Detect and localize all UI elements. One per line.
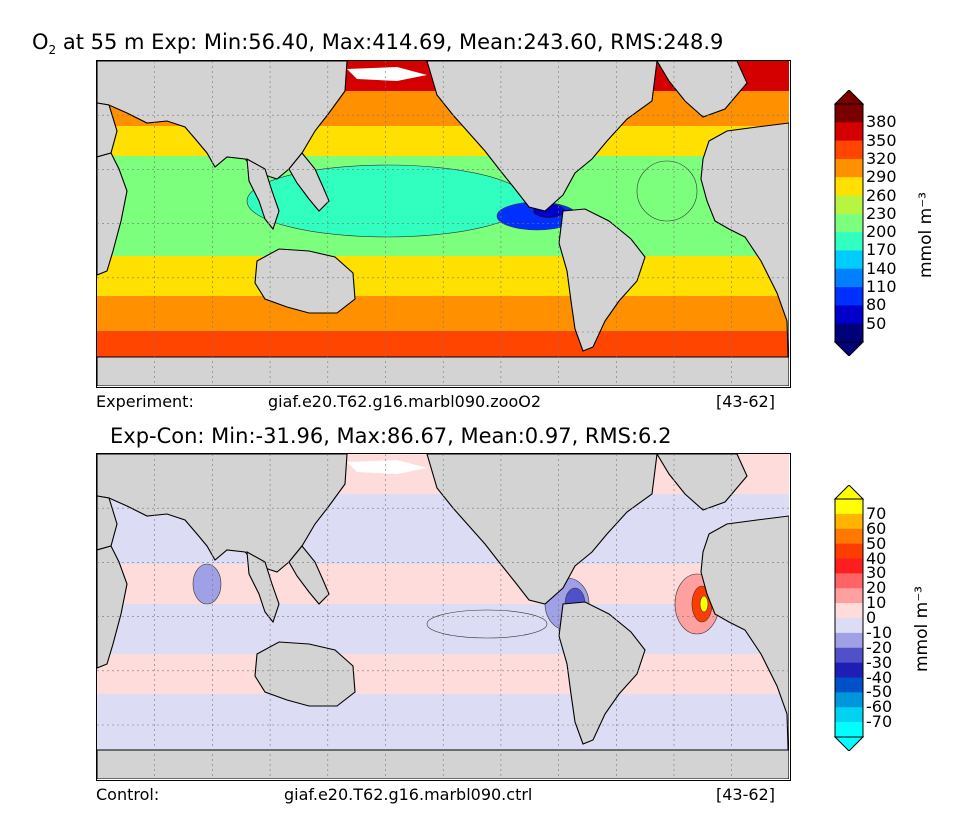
top-colorbar-units: mmol m⁻³	[916, 192, 936, 278]
land-eurasia-west	[97, 61, 348, 180]
colorbar-segment	[835, 250, 863, 270]
colorbar-segment	[835, 632, 863, 649]
bottom-colorbar	[834, 485, 864, 751]
colorbar-bottom-arrow	[834, 736, 864, 751]
colorbar-segment	[835, 305, 863, 324]
colorbar-tick-label: 20	[866, 578, 887, 598]
top-title-var: O	[32, 30, 49, 54]
top-colorbar	[834, 90, 864, 356]
colorbar-tick-label: -50	[866, 682, 893, 702]
colorbar-segment	[835, 177, 863, 196]
colorbar-tick-label: 140	[866, 258, 897, 278]
land-north-america	[426, 454, 658, 605]
colorbar-segment	[835, 707, 863, 723]
land-europe-africa-west	[700, 122, 789, 386]
land-australia	[254, 641, 356, 707]
top-panel-title: O2 at 55 m Exp: Min:56.40, Max:414.69, M…	[32, 30, 723, 57]
colorbar-tick-label: 230	[866, 203, 897, 223]
land-australia	[254, 248, 356, 314]
colorbar-segment	[835, 122, 863, 141]
colorbar-tick-label: -70	[866, 712, 893, 732]
colorbar-segment	[835, 588, 863, 604]
colorbar-top-arrow	[834, 485, 864, 500]
colorbar-tick-label: 350	[866, 130, 897, 150]
colorbar-segment	[835, 603, 863, 619]
colorbar-segment	[835, 104, 863, 123]
bottom-caption-left: Control:	[96, 785, 160, 804]
land-europe-africa-west	[700, 515, 789, 779]
land-greenland	[656, 454, 748, 511]
colorbar-segment	[835, 662, 863, 678]
land-greenland	[656, 61, 748, 118]
land-india-se-asia	[97, 102, 280, 231]
colorbar-tick-label: 380	[866, 112, 897, 132]
land-africa-east	[97, 152, 128, 276]
colorbar-segment	[835, 647, 863, 663]
colorbar-tick-label: 80	[866, 295, 887, 315]
bottom-caption-mid: giaf.e20.T62.g16.marbl090.ctrl	[284, 785, 533, 804]
colorbar-tick-label: 50	[866, 533, 887, 553]
colorbar-segment	[835, 692, 863, 708]
bottom-panel-title: Exp-Con: Min:-31.96, Max:86.67, Mean:0.9…	[110, 424, 672, 448]
colorbar-tick-label: 110	[866, 277, 897, 297]
top-caption-mid: giaf.e20.T62.g16.marbl090.zooO2	[268, 392, 542, 411]
colorbar-tick-label: 0	[866, 608, 877, 627]
top-title-rest: at 55 m Exp: Min:56.40, Max:414.69, Mean…	[56, 30, 724, 54]
colorbar-tick-label: -20	[866, 637, 893, 657]
colorbar-tick-label: -10	[866, 622, 893, 642]
colorbar-tick-label: 10	[866, 593, 887, 613]
land-africa-east	[97, 545, 128, 669]
land-india-se-asia	[97, 495, 280, 624]
colorbar-bottom-arrow	[834, 341, 864, 356]
colorbar-segment	[835, 618, 863, 634]
land-east-asia	[288, 545, 330, 605]
colorbar-segment	[835, 543, 863, 559]
colorbar-tick-label: 320	[866, 148, 897, 168]
top-map	[96, 60, 791, 388]
colorbar-segment	[835, 195, 863, 215]
colorbar-segment	[835, 528, 863, 544]
bottom-map-svg	[97, 454, 789, 779]
colorbar-tick-label: 70	[866, 503, 887, 523]
colorbar-segment	[835, 323, 863, 343]
bottom-caption-right: [43-62]	[716, 785, 775, 804]
bottom-map	[96, 453, 791, 781]
colorbar-tick-label: 30	[866, 563, 887, 583]
colorbar-segment	[835, 232, 863, 251]
colorbar-segment	[835, 513, 863, 530]
top-caption-left: Experiment:	[96, 392, 194, 411]
colorbar-tick-label: 50	[866, 313, 887, 333]
colorbar-segment	[835, 573, 863, 589]
colorbar-tick-label: 170	[866, 240, 897, 260]
colorbar-tick-label: -40	[866, 667, 893, 687]
colorbar-tick-label: 200	[866, 222, 897, 242]
colorbar-segment	[835, 558, 863, 574]
colorbar-tick-label: 260	[866, 185, 897, 205]
top-map-svg	[97, 61, 789, 386]
top-title-sub: 2	[48, 43, 57, 58]
top-caption-right: [43-62]	[716, 392, 775, 411]
colorbar-top-arrow	[834, 90, 864, 105]
colorbar-segment	[835, 499, 863, 515]
bottom-colorbar-units: mmol m⁻³	[912, 586, 932, 672]
colorbar-tick-label: 60	[866, 518, 887, 538]
colorbar-tick-label: -30	[866, 652, 893, 672]
land-north-america	[426, 61, 658, 212]
colorbar-segment	[835, 268, 863, 288]
colorbar-tick-label: 290	[866, 167, 897, 187]
colorbar-segment	[835, 677, 863, 693]
colorbar-tick-label: 40	[866, 548, 887, 568]
colorbar-segment	[835, 158, 863, 178]
land-east-asia	[288, 152, 330, 212]
colorbar-segment	[835, 213, 863, 233]
land-eurasia-west	[97, 454, 348, 573]
colorbar-tick-label: -60	[866, 697, 893, 717]
colorbar-segment	[835, 287, 863, 306]
colorbar-segment	[835, 140, 863, 160]
colorbar-segment	[835, 722, 863, 738]
